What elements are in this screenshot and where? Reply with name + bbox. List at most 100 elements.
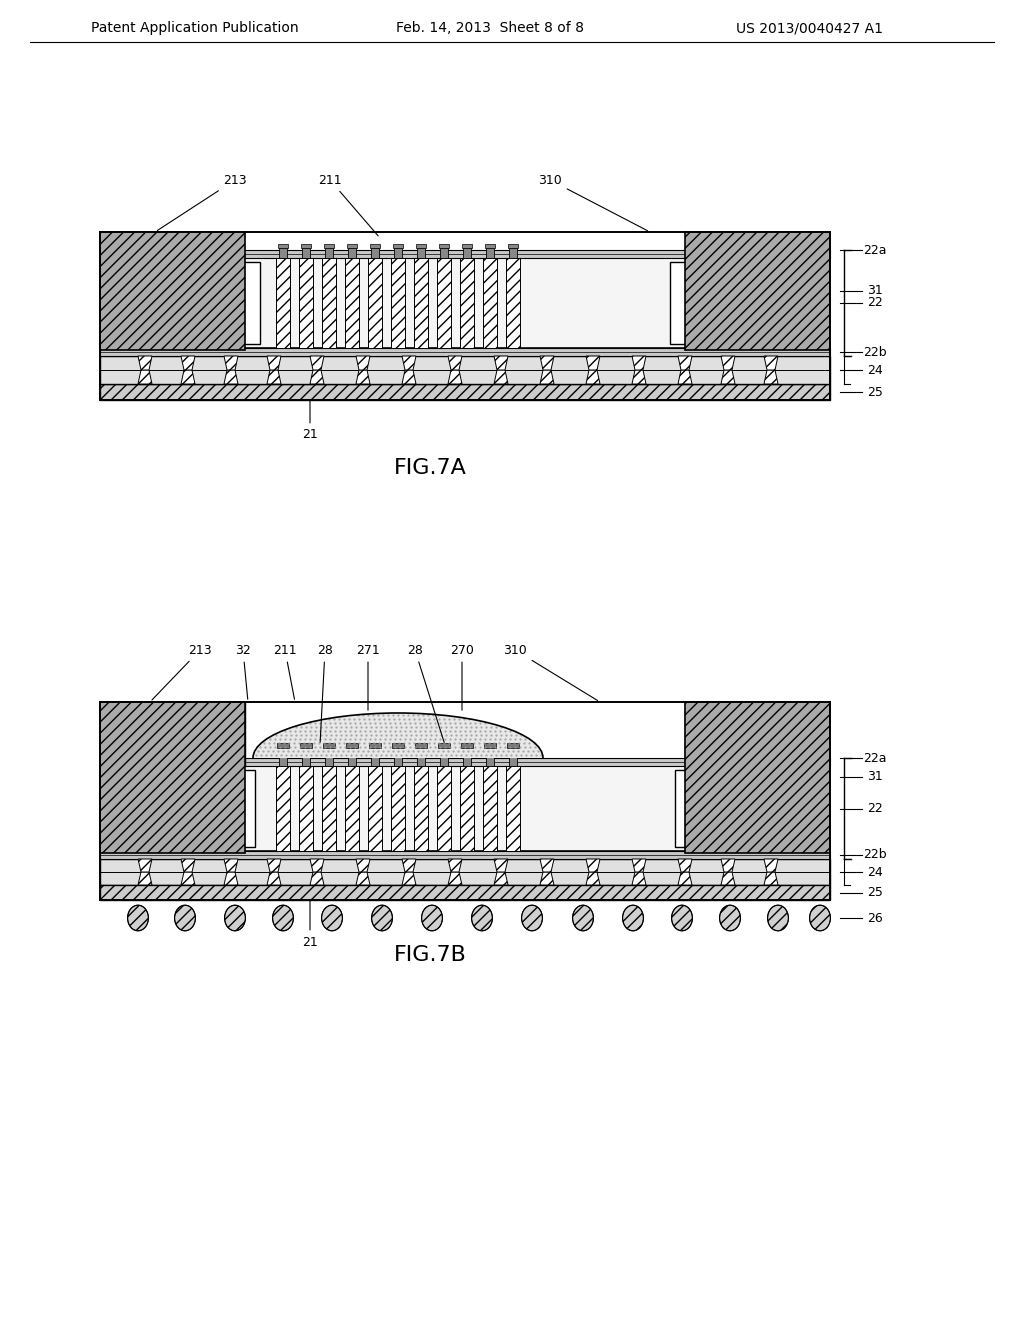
Bar <box>105 770 255 847</box>
Polygon shape <box>402 859 416 873</box>
Bar <box>302 248 310 257</box>
Bar <box>278 743 289 748</box>
Bar <box>322 257 336 348</box>
Bar <box>368 257 382 348</box>
Polygon shape <box>356 370 370 384</box>
Text: 26: 26 <box>867 912 883 924</box>
Polygon shape <box>310 873 324 884</box>
Polygon shape <box>540 873 554 884</box>
Bar <box>437 257 451 348</box>
Polygon shape <box>138 873 152 884</box>
Ellipse shape <box>521 906 543 931</box>
Bar <box>508 748 518 756</box>
Bar <box>100 766 830 851</box>
Bar <box>346 743 358 748</box>
Polygon shape <box>310 859 324 873</box>
Polygon shape <box>632 356 646 370</box>
Polygon shape <box>632 873 646 884</box>
Bar <box>301 748 311 756</box>
Text: 22b: 22b <box>863 346 887 359</box>
Polygon shape <box>721 859 735 873</box>
Bar <box>301 244 311 248</box>
Bar <box>370 244 380 248</box>
Polygon shape <box>721 356 735 370</box>
Bar <box>440 756 449 766</box>
Text: 271: 271 <box>356 644 380 710</box>
Ellipse shape <box>768 906 788 931</box>
Text: 21: 21 <box>302 401 317 441</box>
Polygon shape <box>267 873 281 884</box>
Text: 310: 310 <box>539 173 647 231</box>
Bar <box>463 248 471 257</box>
Polygon shape <box>138 356 152 370</box>
Bar <box>675 770 825 847</box>
Polygon shape <box>586 873 600 884</box>
Bar <box>415 743 427 748</box>
Polygon shape <box>267 370 281 384</box>
Bar <box>394 248 402 257</box>
Polygon shape <box>494 370 508 384</box>
Polygon shape <box>449 356 462 370</box>
Text: 21: 21 <box>302 900 317 949</box>
Bar <box>440 248 449 257</box>
Bar <box>414 257 428 348</box>
Polygon shape <box>356 859 370 873</box>
Polygon shape <box>678 859 692 873</box>
Ellipse shape <box>623 906 643 931</box>
Bar <box>391 257 406 348</box>
Bar <box>439 244 449 248</box>
Bar <box>508 244 518 248</box>
Bar <box>462 748 472 756</box>
Polygon shape <box>764 873 778 884</box>
Text: 22a: 22a <box>863 243 887 256</box>
Bar <box>324 748 334 756</box>
Text: 25: 25 <box>867 385 883 399</box>
Polygon shape <box>678 370 692 384</box>
Text: 25: 25 <box>867 887 883 899</box>
Ellipse shape <box>672 906 692 931</box>
Text: 32: 32 <box>236 644 251 700</box>
Polygon shape <box>138 859 152 873</box>
Bar <box>276 257 290 348</box>
Polygon shape <box>632 859 646 873</box>
Polygon shape <box>402 370 416 384</box>
Bar <box>100 232 830 400</box>
Text: 213: 213 <box>158 173 247 231</box>
Text: US 2013/0040427 A1: US 2013/0040427 A1 <box>736 21 884 36</box>
Bar <box>485 244 495 248</box>
Ellipse shape <box>372 906 392 931</box>
Bar <box>100 702 245 853</box>
Text: 30: 30 <box>738 793 762 812</box>
Polygon shape <box>356 356 370 370</box>
Bar <box>414 766 428 851</box>
Bar <box>437 766 451 851</box>
Bar <box>416 748 426 756</box>
Bar <box>507 743 519 748</box>
Bar <box>100 257 830 348</box>
Bar <box>348 756 356 766</box>
Polygon shape <box>267 859 281 873</box>
Bar <box>371 756 379 766</box>
Ellipse shape <box>224 906 246 931</box>
Ellipse shape <box>322 906 342 931</box>
Polygon shape <box>764 356 778 370</box>
Polygon shape <box>764 859 778 873</box>
Bar <box>392 743 404 748</box>
Polygon shape <box>224 859 238 873</box>
Polygon shape <box>310 356 324 370</box>
Polygon shape <box>224 356 238 370</box>
Text: 310: 310 <box>503 644 598 701</box>
Bar <box>279 756 287 766</box>
Polygon shape <box>586 356 600 370</box>
Bar <box>685 702 830 853</box>
Bar <box>100 348 830 356</box>
Bar <box>371 248 379 257</box>
Bar <box>509 756 517 766</box>
Bar <box>302 756 310 766</box>
Bar <box>393 244 403 248</box>
Text: 22: 22 <box>867 803 883 816</box>
Polygon shape <box>721 873 735 884</box>
Bar <box>100 758 830 766</box>
Polygon shape <box>449 873 462 884</box>
Bar <box>394 756 402 766</box>
